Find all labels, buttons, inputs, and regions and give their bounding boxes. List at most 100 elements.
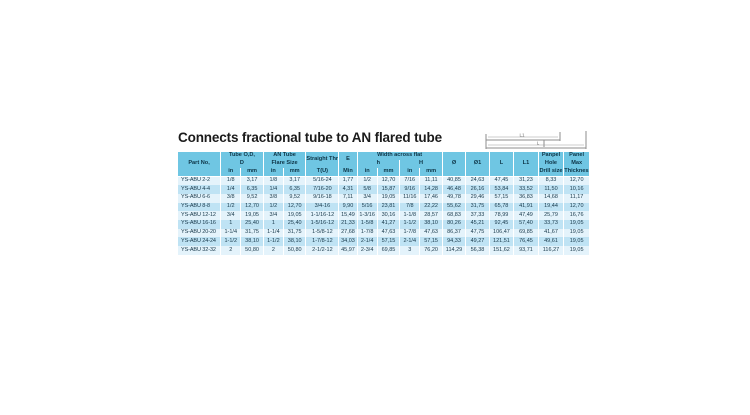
cell-value: 1-1/4 bbox=[220, 228, 242, 238]
header-row-2: D Flare Size h H Hole Max bbox=[178, 159, 590, 168]
cell-value: 9/16 bbox=[399, 185, 421, 194]
cell-value: 47,75 bbox=[465, 228, 490, 238]
cell-value: 4,31 bbox=[338, 185, 358, 194]
cell-value: 49,27 bbox=[465, 237, 490, 247]
cell-value: 78,99 bbox=[489, 211, 515, 221]
cell-value: 1-7/8 bbox=[357, 228, 378, 238]
cell-value: 29,46 bbox=[465, 193, 490, 203]
cell-value: 7,11 bbox=[338, 193, 358, 203]
cell-value: 25,79 bbox=[538, 211, 565, 221]
cell-part-no: YS-ABU 12-12 bbox=[178, 211, 222, 221]
header-tube-od-in: in bbox=[220, 167, 242, 177]
cell-value: 15,49 bbox=[338, 211, 358, 221]
header-panel-hole-3: Drill size bbox=[538, 167, 565, 177]
cell-value: 15,87 bbox=[377, 185, 401, 194]
cell-part-no: YS-ABU 2-2 bbox=[178, 176, 222, 186]
cell-value: 12,70 bbox=[240, 202, 264, 212]
cell-value: 27,68 bbox=[338, 228, 358, 238]
table-row: YS-ABU 8-8 1/2 12,70 1/2 12,70 3/4-16 9,90 5/16… bbox=[178, 202, 590, 212]
table-row: YS-ABU 2-2 1/8 3,17 1/8 3,17 5/16-24 1,77 1/2 12… bbox=[178, 176, 590, 186]
cell-value: 12,70 bbox=[283, 202, 307, 212]
cell-value: 41,91 bbox=[513, 202, 539, 212]
cell-value: 12,70 bbox=[377, 176, 401, 186]
header-h-small-in: in bbox=[357, 167, 378, 177]
table-row: YS-ABU 12-12 3/4 19,05 3/4 19,05 1-1/16-12 15,… bbox=[178, 211, 590, 221]
header-an-tube-in: in bbox=[263, 167, 285, 177]
cell-value: 19,44 bbox=[538, 202, 565, 212]
cell-value: 57,15 bbox=[377, 237, 401, 247]
cell-value: 7/16-20 bbox=[305, 185, 340, 194]
table-row: YS-ABU 32-32 2 50,80 2 50,80 2-1/2-12 45,97 2-3… bbox=[178, 246, 590, 255]
cell-value: 19,05 bbox=[563, 228, 590, 238]
cell-value: 5/8 bbox=[357, 185, 378, 194]
cell-value: 2 bbox=[220, 246, 242, 255]
cell-value: 25,40 bbox=[283, 220, 307, 229]
cell-value: 19,05 bbox=[283, 211, 307, 221]
header-panel-max-2: Max bbox=[563, 159, 590, 168]
header-h-big-mm: mm bbox=[419, 167, 443, 177]
cell-value: 3,17 bbox=[283, 176, 307, 186]
cell-value: 1 bbox=[220, 220, 242, 229]
cell-value: 47,49 bbox=[513, 211, 539, 221]
cell-part-no: YS-ABU 8-8 bbox=[178, 202, 222, 212]
cell-value: 1,77 bbox=[338, 176, 358, 186]
cell-value: 57,15 bbox=[489, 193, 515, 203]
cell-value: 57,40 bbox=[513, 220, 539, 229]
header-panel-hole-2: Hole bbox=[538, 159, 565, 168]
cell-value: 3/4-16 bbox=[305, 202, 340, 212]
cell-value: 1/2 bbox=[263, 202, 285, 212]
cell-value: 1-5/16-12 bbox=[305, 220, 340, 229]
cell-value: 5/16-24 bbox=[305, 176, 340, 186]
cell-value: 1-1/2 bbox=[220, 237, 242, 247]
header-an-tube-sub: Flare Size bbox=[263, 159, 307, 168]
cell-value: 31,75 bbox=[240, 228, 264, 238]
cell-value: 5/16 bbox=[357, 202, 378, 212]
cell-value: 1/2 bbox=[357, 176, 378, 186]
cell-value: 45,97 bbox=[338, 246, 358, 255]
header-an-tube: AN Tube bbox=[263, 152, 307, 160]
header-h-big-in: in bbox=[399, 167, 421, 177]
cell-value: 47,45 bbox=[489, 176, 515, 186]
cell-value: 3/8 bbox=[220, 193, 242, 203]
cell-value: 36,83 bbox=[513, 193, 539, 203]
cell-value: 56,38 bbox=[465, 246, 490, 255]
cell-value: 8,33 bbox=[538, 176, 565, 186]
table-row: YS-ABU 24-24 1-1/2 38,10 1-1/2 38,10 1-7/8-12… bbox=[178, 237, 590, 247]
cell-value: 116,27 bbox=[538, 246, 565, 255]
cell-value: 26,16 bbox=[465, 185, 490, 194]
cell-value: 41,67 bbox=[538, 228, 565, 238]
cell-value: 1 bbox=[263, 220, 285, 229]
header-h-small: h bbox=[357, 159, 401, 168]
cell-value: 45,21 bbox=[465, 220, 490, 229]
cell-value: 12,70 bbox=[563, 176, 590, 186]
cell-value: 1-3/16 bbox=[357, 211, 378, 221]
page-title: Connects fractional tube to AN flared tu… bbox=[178, 130, 442, 145]
header-panel-hole-1: Panpel bbox=[538, 152, 565, 160]
cell-value: 1-1/8 bbox=[399, 211, 421, 221]
cell-value: 11,50 bbox=[538, 185, 565, 194]
cell-value: 3/4 bbox=[357, 193, 378, 203]
cell-value: 16,76 bbox=[563, 211, 590, 221]
header-part-no: Part No, bbox=[178, 152, 222, 177]
cell-value: 1-1/16-12 bbox=[305, 211, 340, 221]
header-tube-od: Tube O,D, bbox=[220, 152, 264, 160]
cell-value: 9,52 bbox=[283, 193, 307, 203]
cell-value: 1-5/8 bbox=[357, 220, 378, 229]
cell-value: 30,16 bbox=[377, 211, 401, 221]
cell-value: 3 bbox=[399, 246, 421, 255]
cell-value: 69,85 bbox=[513, 228, 539, 238]
specification-table: Part No, Tube O,D, AN Tube Straight Thr e… bbox=[178, 152, 590, 255]
cell-value: 22,22 bbox=[419, 202, 443, 212]
cell-value: 106,47 bbox=[489, 228, 515, 238]
cell-value: 94,33 bbox=[442, 237, 467, 247]
header-h-big: H bbox=[399, 159, 443, 168]
cell-value: 12,70 bbox=[563, 202, 590, 212]
cell-value: 1-5/8-12 bbox=[305, 228, 340, 238]
title-row: Connects fractional tube to AN flared tu… bbox=[178, 128, 590, 152]
cell-part-no: YS-ABU 4-4 bbox=[178, 185, 222, 194]
cell-value: 33,52 bbox=[513, 185, 539, 194]
header-straight-thread-sub: T(U) bbox=[305, 167, 340, 177]
cell-value: 57,15 bbox=[419, 237, 443, 247]
cell-value: 114,29 bbox=[442, 246, 467, 255]
cell-part-no: YS-ABU 32-32 bbox=[178, 246, 222, 255]
